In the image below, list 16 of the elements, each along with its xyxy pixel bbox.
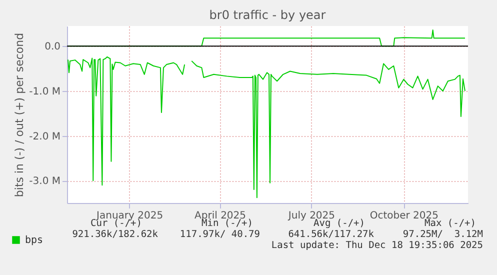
y-axis-title: bits in (-) / out (+) per second bbox=[13, 32, 26, 198]
text: 921.36k/182.62k bbox=[72, 229, 158, 240]
y-tick-label: -3.0 M bbox=[29, 176, 60, 188]
chart-title: br0 traffic - by year bbox=[209, 8, 326, 22]
text: Cur (-/+) bbox=[90, 218, 142, 229]
text: Min (-/+) bbox=[202, 218, 253, 229]
y-tick-label: 0.0 bbox=[44, 42, 60, 53]
text: Avg (-/+) bbox=[314, 218, 365, 229]
text: Max (-/+) bbox=[424, 218, 476, 229]
legend-label: bps bbox=[25, 235, 44, 246]
text: 117.97k/ 40.79 bbox=[180, 229, 260, 240]
text: Last update: Thu Dec 18 19:35:06 2025 bbox=[271, 240, 483, 251]
y-tick-label: -2.0 M bbox=[29, 131, 60, 142]
text: 97.25M/ 3.12M bbox=[402, 229, 483, 240]
text: 641.56k/117.27k bbox=[288, 229, 374, 240]
y-tick-label: -1.0 M bbox=[29, 86, 60, 98]
